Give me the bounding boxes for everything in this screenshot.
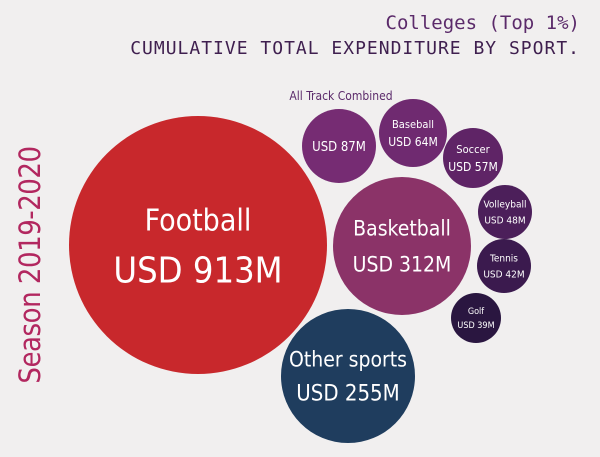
bubble-tennis xyxy=(477,239,531,293)
value-label-soccer: USD 57M xyxy=(448,160,498,174)
label-soccer: Soccer xyxy=(456,143,490,156)
value-label-all-track-combined: USD 87M xyxy=(312,140,366,155)
bubble-all-track-combined xyxy=(302,109,376,183)
chart-subtitle: CUMULATIVE TOTAL EXPENDITURE BY SPORT. xyxy=(130,38,580,59)
label-baseball: Baseball xyxy=(392,118,434,131)
value-label-baseball: USD 64M xyxy=(388,135,438,149)
bubble-soccer xyxy=(443,128,503,188)
label-other-sports: Other sports xyxy=(289,347,407,371)
value-label-football: USD 913M xyxy=(113,251,282,292)
bubble-basketball xyxy=(333,177,471,315)
bubble-golf xyxy=(451,293,501,343)
value-label-tennis: USD 42M xyxy=(483,270,524,281)
value-label-volleyball: USD 48M xyxy=(484,216,525,227)
bubble-volleyball xyxy=(478,185,532,239)
value-label-golf: USD 39M xyxy=(457,321,494,331)
bubble-baseball xyxy=(379,99,447,167)
label-football: Football xyxy=(145,204,252,239)
value-label-basketball: USD 312M xyxy=(353,252,452,276)
value-label-other-sports: USD 255M xyxy=(296,382,399,407)
label-volleyball: Volleyball xyxy=(484,200,527,211)
label-golf: Golf xyxy=(468,307,484,317)
label-tennis: Tennis xyxy=(489,254,518,265)
bubble-other-sports xyxy=(281,309,415,443)
chart-title: Colleges (Top 1%) xyxy=(385,12,580,34)
label-basketball: Basketball xyxy=(353,216,451,240)
bubble-football xyxy=(69,116,327,374)
label-all-track-combined: All Track Combined xyxy=(289,89,392,103)
